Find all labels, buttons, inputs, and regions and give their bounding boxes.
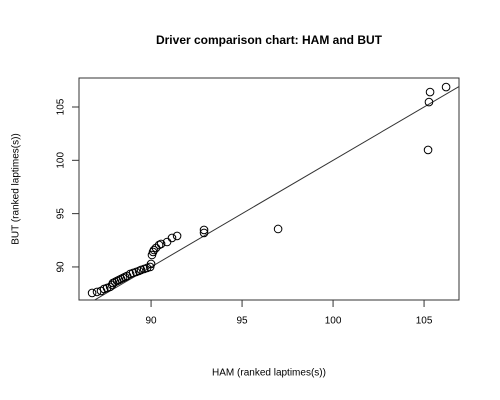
point: [156, 239, 166, 249]
point: [154, 240, 164, 250]
y-tick-label: 90: [56, 261, 67, 273]
x-tick-label: 105: [416, 316, 433, 327]
x-tick-label: 100: [325, 316, 342, 327]
chart-title: Driver comparison chart: HAM and BUT: [156, 33, 383, 47]
point: [92, 287, 102, 297]
x-axis-label: HAM (ranked laptimes(s)): [212, 368, 326, 379]
y-tick-label: 105: [56, 98, 67, 115]
point: [118, 273, 128, 283]
point: [167, 233, 177, 243]
point: [424, 97, 434, 107]
point: [199, 225, 209, 235]
point: [134, 266, 144, 276]
point: [146, 259, 156, 269]
x-tick-label: 90: [146, 316, 158, 327]
point: [423, 145, 433, 155]
point: [273, 224, 283, 234]
x-tick-label: 95: [237, 316, 249, 327]
point: [199, 228, 209, 238]
y-axis-label: BUT (ranked laptimes(s)): [11, 133, 22, 245]
point: [441, 82, 451, 92]
plot-area: [87, 82, 459, 300]
point: [149, 245, 159, 255]
point: [172, 231, 182, 241]
y-tick-label: 100: [56, 152, 67, 169]
y-tick-label: 95: [56, 208, 67, 220]
point: [87, 288, 97, 298]
point: [425, 87, 435, 97]
point: [120, 272, 130, 282]
